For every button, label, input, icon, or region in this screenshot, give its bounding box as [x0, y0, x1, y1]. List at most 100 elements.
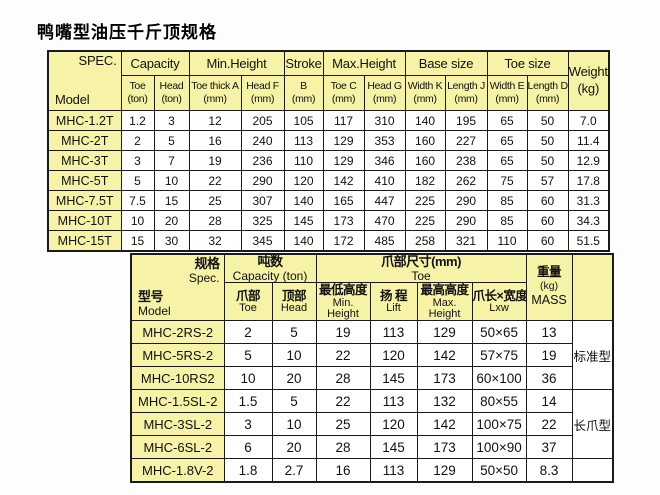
- value-cell: 290: [444, 210, 488, 231]
- value-cell: 129: [416, 458, 473, 483]
- model-cell: MHC-3SL-2: [130, 412, 225, 436]
- value-cell: 22: [315, 389, 371, 413]
- value-cell: 60: [526, 190, 569, 211]
- value-cell: 80×55: [471, 389, 527, 413]
- value-cell: 113: [369, 389, 418, 413]
- value-cell: 258: [404, 230, 446, 252]
- subheader-lxw: 爪长×宽度 Lxw: [471, 282, 527, 321]
- mass-header-cell: 重量 (kg) MASS: [525, 253, 573, 321]
- spec-table-cn-body: MHC-2RS-2 2 5 19 113 129 50×65 13 标准型 MHC-5RS-2 5 1…: [130, 320, 614, 483]
- value-cell: 50×50: [471, 458, 527, 483]
- value-cell: 7.0: [567, 110, 610, 131]
- table-row: MHC-5T 5 10 22 290 120 142 410 182 262 75 57 17.8: [47, 170, 610, 191]
- corner-spec-label: SPEC.: [78, 53, 117, 68]
- value-cell: 25: [188, 190, 242, 211]
- value-cell: 22: [315, 343, 371, 367]
- value-cell: 142: [416, 412, 473, 436]
- value-cell: 129: [416, 320, 473, 344]
- value-cell: 2: [120, 130, 155, 151]
- spec-table-cn-header: 规格 Spec. 型号 Model 吨数 Capacity (ton) 爪部尺寸(m…: [130, 253, 614, 321]
- group-min-height: Min.Height: [188, 50, 285, 76]
- value-cell: 132: [416, 389, 473, 413]
- model-cell: MHC-10T: [47, 210, 122, 231]
- value-cell: 37: [525, 435, 573, 459]
- value-cell: 15: [153, 190, 190, 211]
- value-cell: 205: [240, 110, 285, 131]
- value-cell: 60: [526, 210, 569, 231]
- value-cell: 262: [444, 170, 488, 191]
- value-cell: 117: [322, 110, 365, 131]
- spec-table-cn: 规格 Spec. 型号 Model 吨数 Capacity (ton) 爪部尺寸(m…: [130, 253, 615, 483]
- corner-model-label: Model: [55, 91, 90, 107]
- table-row: MHC-7.5T 7.5 15 25 307 140 165 447 225 290 85 60 31.…: [47, 190, 610, 211]
- value-cell: 10: [120, 210, 155, 231]
- subheader-length-j: Length J (mm): [444, 75, 488, 111]
- model-cell: MHC-2T: [47, 130, 122, 151]
- value-cell: 19: [525, 343, 573, 367]
- value-cell: 160: [404, 150, 446, 171]
- value-cell: 225: [404, 190, 446, 211]
- value-cell: 145: [283, 210, 324, 231]
- value-cell: 485: [363, 230, 406, 252]
- value-cell: 10: [271, 412, 317, 436]
- model-cell: MHC-2RS-2: [130, 320, 225, 344]
- value-cell: 120: [283, 170, 324, 191]
- model-cell: MHC-1.2T: [47, 110, 122, 131]
- subheader-toe-c: Toe C (mm): [322, 75, 365, 111]
- value-cell: 20: [271, 435, 317, 459]
- value-cell: 50×65: [471, 320, 527, 344]
- value-cell: 105: [283, 110, 324, 131]
- value-cell: 28: [188, 210, 242, 231]
- value-cell: 160: [404, 130, 446, 151]
- table-row: MHC-10T 10 20 28 325 145 173 470 225 290 85 60 34.3: [47, 210, 610, 231]
- weight-unit: (kg): [577, 81, 600, 96]
- value-cell: 142: [416, 343, 473, 367]
- value-cell: 173: [322, 210, 365, 231]
- value-cell: 7: [153, 150, 190, 171]
- spec-table-en-body: MHC-1.2T 1.2 3 12 205 105 117 310 140 195 65 50 7.0 M…: [47, 110, 610, 252]
- spec-table-en: SPEC. Model Capacity Min.Height Stroke M…: [47, 50, 611, 252]
- value-cell: 50: [526, 150, 569, 171]
- value-cell: 60×100: [471, 366, 527, 390]
- subheader-toe-ton: Toe (ton): [120, 75, 155, 111]
- value-cell: 140: [283, 190, 324, 211]
- group-header-row: 规格 Spec. 型号 Model 吨数 Capacity (ton) 爪部尺寸(m…: [130, 253, 614, 321]
- value-cell: 32: [188, 230, 242, 252]
- value-cell: 60: [526, 230, 569, 252]
- value-cell: 6: [223, 435, 273, 459]
- value-cell: 1.8: [223, 458, 273, 483]
- group-capacity: Capacity: [120, 50, 190, 76]
- value-cell: 22: [188, 170, 242, 191]
- value-cell: 2.7: [271, 458, 317, 483]
- value-cell: 1.2: [120, 110, 155, 131]
- value-cell: 57: [526, 170, 569, 191]
- model-cell: MHC-7.5T: [47, 190, 122, 211]
- value-cell: 2: [223, 320, 273, 344]
- value-cell: 8.3: [525, 458, 573, 483]
- value-cell: 50: [526, 110, 569, 131]
- value-cell: 20: [271, 366, 317, 390]
- table-row: MHC-6SL-2 6 20 28 145 173 100×90 37: [130, 435, 613, 459]
- value-cell: 50: [526, 130, 569, 151]
- value-cell: 290: [444, 190, 488, 211]
- value-cell: 3: [153, 110, 190, 131]
- subheader-toe-thick-a: Toe thick A (mm): [188, 75, 242, 111]
- value-cell: 447: [363, 190, 406, 211]
- corner-spec-label: 规格 Spec.: [188, 256, 220, 285]
- value-cell: 145: [369, 435, 418, 459]
- value-cell: 85: [486, 210, 528, 231]
- value-cell: 290: [240, 170, 285, 191]
- value-cell: 3: [223, 412, 273, 436]
- value-cell: 310: [363, 110, 406, 131]
- value-cell: 51.5: [567, 230, 610, 252]
- table-row: MHC-1.5SL-2 1.5 5 22 113 132 80×55 14 长爪型: [130, 389, 614, 459]
- model-cell: MHC-1.5SL-2: [130, 389, 225, 413]
- group-capacity: 吨数 Capacity (ton): [223, 253, 317, 283]
- value-cell: 182: [404, 170, 446, 191]
- subheader-max-height: 最高高度 Max. Height: [416, 282, 473, 321]
- type-column-header-cell: [571, 253, 614, 321]
- subheader-head-g: Head G (mm): [363, 75, 406, 111]
- value-cell: 10: [153, 170, 190, 191]
- subheader-head: 顶部 Head: [271, 282, 317, 321]
- value-cell: 10: [271, 343, 317, 367]
